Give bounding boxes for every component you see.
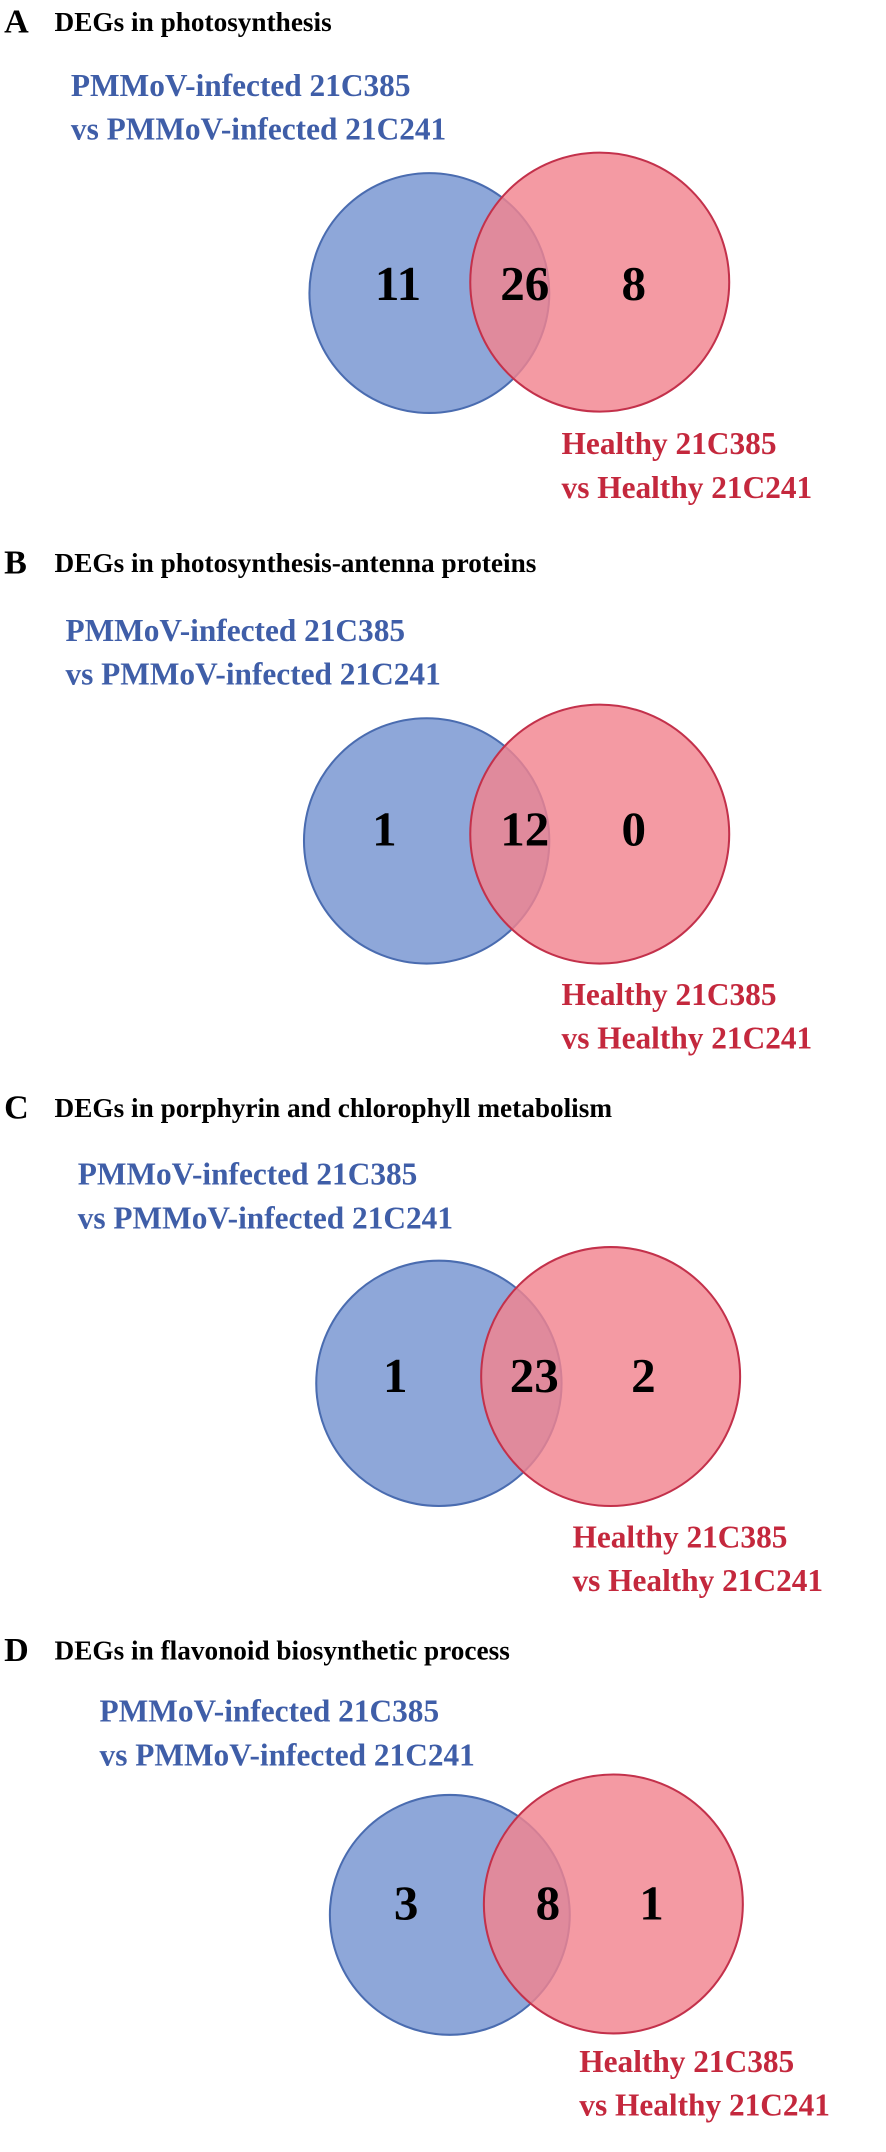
set-a-label: PMMoV-infected 21C385 xyxy=(71,68,411,103)
set-b-label: vs Healthy 21C241 xyxy=(579,2088,830,2123)
set-a-label: PMMoV-infected 21C385 xyxy=(78,1157,418,1192)
set-b-circle xyxy=(469,151,731,413)
set-b-label: vs Healthy 21C241 xyxy=(562,470,813,505)
set-b-label: Healthy 21C385 xyxy=(562,977,777,1012)
panel-letter: D xyxy=(4,1632,29,1669)
panel-title: DEGs in photosynthesis-antenna proteins xyxy=(55,548,537,578)
set-b-circle xyxy=(480,1246,742,1508)
set-a-label: PMMoV-infected 21C385 xyxy=(65,613,405,648)
count-only-a: 1 xyxy=(383,1348,408,1403)
set-b-label: vs Healthy 21C241 xyxy=(572,1563,823,1598)
count-both: 23 xyxy=(510,1348,559,1403)
set-a-label: vs PMMoV-infected 21C241 xyxy=(100,1737,475,1772)
set-b-circle xyxy=(469,703,731,965)
count-both: 8 xyxy=(536,1875,561,1930)
panel-title: DEGs in porphyrin and chlorophyll metabo… xyxy=(55,1093,613,1123)
count-only-b: 8 xyxy=(622,256,647,311)
count-only-a: 11 xyxy=(375,256,421,311)
count-only-b: 0 xyxy=(622,801,647,856)
set-a-label: vs PMMoV-infected 21C241 xyxy=(71,111,446,146)
count-only-b: 1 xyxy=(639,1875,664,1930)
panel-letter: C xyxy=(4,1090,29,1127)
set-b-label: Healthy 21C385 xyxy=(579,2044,794,2079)
count-only-a: 3 xyxy=(394,1875,419,1930)
panel-letter: B xyxy=(4,544,27,581)
count-only-a: 1 xyxy=(372,801,397,856)
set-b-label: Healthy 21C385 xyxy=(562,426,777,461)
set-b-label: vs Healthy 21C241 xyxy=(562,1020,813,1055)
set-b-circle xyxy=(482,1773,744,2035)
set-a-label: vs PMMoV-infected 21C241 xyxy=(78,1200,453,1235)
panel-title: DEGs in flavonoid biosynthetic process xyxy=(55,1635,510,1665)
count-both: 12 xyxy=(500,801,549,856)
count-both: 26 xyxy=(500,256,549,311)
set-b-label: Healthy 21C385 xyxy=(572,1519,787,1554)
panel-title: DEGs in photosynthesis xyxy=(55,7,332,37)
set-a-label: vs PMMoV-infected 21C241 xyxy=(65,657,440,692)
count-only-b: 2 xyxy=(631,1348,656,1403)
set-a-label: PMMoV-infected 21C385 xyxy=(100,1694,440,1729)
panel-letter: A xyxy=(4,3,29,40)
